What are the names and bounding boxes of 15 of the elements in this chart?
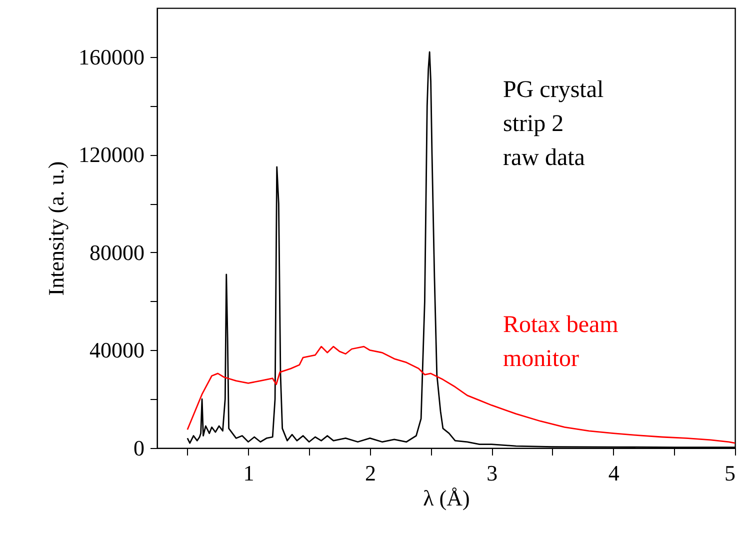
text: PG crystal strip 2 raw data [503, 77, 604, 171]
x-axis-title: λ (Å) [423, 486, 470, 510]
y-axis-title: Intensity (a. u.) [44, 161, 68, 296]
y-tick-label: 160000 [78, 44, 144, 70]
line-series [186, 346, 735, 444]
y-tick-label: 40000 [90, 338, 144, 363]
x-tick-label: 2 [364, 460, 376, 486]
y-tick-label: 0 [134, 436, 144, 460]
x-tick-label: 3 [486, 460, 498, 486]
x-tick-label: 4 [608, 460, 620, 486]
y-tick-label: 80000 [90, 240, 144, 265]
series-label: Rotax beam monitor [503, 312, 619, 372]
y-tick-label: 120000 [78, 142, 144, 168]
x-tick-label: 5 [724, 460, 736, 486]
x-tick-label: 1 [243, 460, 254, 486]
